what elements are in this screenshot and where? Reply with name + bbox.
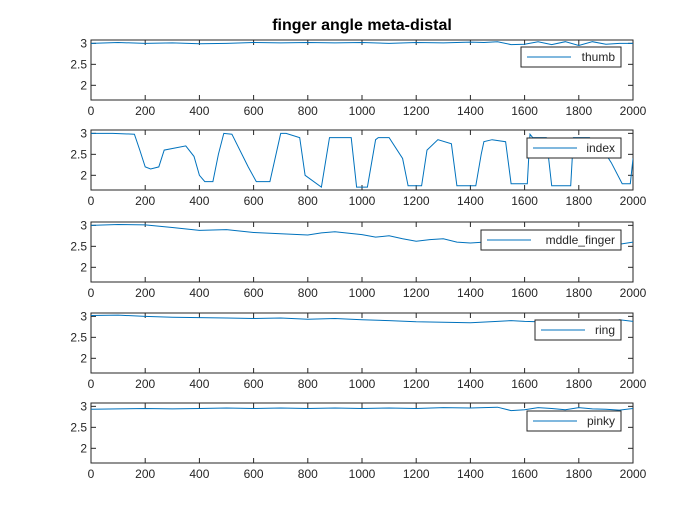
x-tick-label: 400 [189, 377, 209, 391]
x-tick-label: 800 [298, 104, 318, 118]
legend-pinky: pinky [526, 410, 622, 432]
x-tick-label: 400 [189, 467, 209, 481]
x-tick-label: 400 [189, 286, 209, 300]
x-tick-label: 2000 [620, 286, 647, 300]
x-tick-label: 600 [244, 377, 264, 391]
x-tick-label: 1600 [511, 286, 538, 300]
x-tick-label: 0 [88, 286, 95, 300]
x-tick-label: 200 [135, 286, 155, 300]
y-tick-label: 3 [80, 36, 87, 50]
series-line-pinky [91, 406, 633, 412]
legend-thumb: thumb [520, 46, 622, 68]
legend-label: mddle_finger [546, 233, 615, 247]
x-tick-label: 800 [298, 286, 318, 300]
x-tick-label: 200 [135, 377, 155, 391]
chart-title: finger angle meta-distal [272, 17, 452, 34]
x-tick-label: 1800 [565, 104, 592, 118]
x-tick-label: 1600 [511, 104, 538, 118]
x-tick-label: 200 [135, 194, 155, 208]
x-tick-label: 0 [88, 194, 95, 208]
x-tick-label: 600 [244, 194, 264, 208]
x-tick-label: 800 [298, 194, 318, 208]
x-tick-label: 2000 [620, 467, 647, 481]
x-tick-label: 0 [88, 104, 95, 118]
y-tick-label: 2 [80, 260, 87, 274]
x-tick-label: 2000 [620, 377, 647, 391]
subplot-ring: 0 200 400 600 800 1000 1200 1400 1600 1800 2000 2 2.… [70, 309, 646, 391]
legend-box [480, 229, 622, 251]
x-tick-label: 1000 [349, 377, 376, 391]
x-tick-label: 0 [88, 377, 95, 391]
x-tick-label: 1800 [565, 194, 592, 208]
x-tick-label: 0 [88, 467, 95, 481]
y-tick-label: 2.5 [70, 147, 87, 161]
x-tick-label: 1800 [565, 377, 592, 391]
x-tick-label: 1600 [511, 194, 538, 208]
x-tick-label: 1600 [511, 377, 538, 391]
x-tick-label: 600 [244, 104, 264, 118]
x-tick-label: 1800 [565, 286, 592, 300]
y-tick-label: 2.5 [70, 57, 87, 71]
x-tick-label: 1400 [457, 194, 484, 208]
y-tick-label: 2 [80, 78, 87, 92]
y-tick-label: 3 [80, 309, 87, 323]
legend-mddle_finger: mddle_finger [480, 229, 622, 251]
legend-ring: ring [534, 319, 622, 341]
legend-label: thumb [582, 50, 616, 64]
y-tick-label: 2.5 [70, 330, 87, 344]
x-tick-label: 1200 [403, 104, 430, 118]
x-tick-label: 2000 [620, 194, 647, 208]
subplot-thumb: 0 200 400 600 800 1000 1200 1400 1600 1800 2000 2 2.… [70, 36, 646, 118]
x-tick-label: 1200 [403, 194, 430, 208]
x-tick-label: 1000 [349, 286, 376, 300]
x-tick-label: 1400 [457, 286, 484, 300]
y-tick-label: 2.5 [70, 239, 87, 253]
x-tick-label: 1000 [349, 467, 376, 481]
subplot-index: 0 200 400 600 800 1000 1200 1400 1600 1800 2000 2 2.… [70, 126, 646, 208]
y-tick-label: 3 [80, 399, 87, 413]
x-tick-label: 1200 [403, 377, 430, 391]
legend-label: pinky [587, 414, 615, 428]
x-tick-label: 1200 [403, 286, 430, 300]
x-tick-label: 800 [298, 467, 318, 481]
x-tick-label: 1400 [457, 377, 484, 391]
series-line-thumb [91, 41, 633, 47]
x-tick-label: 1400 [457, 104, 484, 118]
x-tick-label: 2000 [620, 104, 647, 118]
x-tick-label: 600 [244, 286, 264, 300]
x-tick-label: 1800 [565, 467, 592, 481]
legend-label: index [586, 141, 615, 155]
x-tick-label: 800 [298, 377, 318, 391]
subplot-mddle_finger: 0 200 400 600 800 1000 1200 1400 1600 1800 2000 2 2.… [70, 218, 646, 300]
subplots-container: 0 200 400 600 800 1000 1200 1400 1600 1800 200022.… [70, 36, 646, 481]
x-tick-label: 1400 [457, 467, 484, 481]
y-tick-label: 2.5 [70, 420, 87, 434]
y-tick-label: 2 [80, 351, 87, 365]
y-tick-label: 3 [80, 126, 87, 140]
y-tick-label: 2 [80, 168, 87, 182]
x-tick-label: 1200 [403, 467, 430, 481]
legend-label: ring [595, 323, 615, 337]
x-tick-label: 1000 [349, 104, 376, 118]
x-tick-label: 1600 [511, 467, 538, 481]
x-tick-label: 200 [135, 467, 155, 481]
y-tick-label: 3 [80, 218, 87, 232]
subplot-pinky: 0 200 400 600 800 1000 1200 1400 1600 1800 2000 2 2.… [70, 399, 646, 481]
x-tick-label: 400 [189, 104, 209, 118]
y-tick-label: 2 [80, 441, 87, 455]
legend-index: index [526, 137, 622, 159]
x-tick-label: 1000 [349, 194, 376, 208]
x-tick-label: 200 [135, 104, 155, 118]
x-tick-label: 600 [244, 467, 264, 481]
x-tick-label: 400 [189, 194, 209, 208]
